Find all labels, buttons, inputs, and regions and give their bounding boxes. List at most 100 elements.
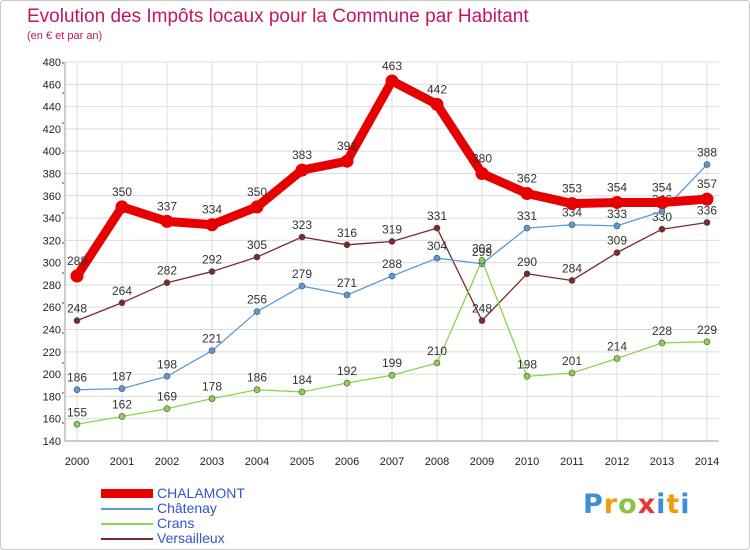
data-point: [478, 317, 486, 324]
legend-label-versailleux: Versailleux: [157, 530, 225, 546]
data-label: 248: [67, 302, 87, 316]
y-tick-label: 240: [43, 325, 61, 337]
data-point: [565, 197, 579, 211]
data-point: [433, 359, 441, 367]
data-label: 198: [517, 357, 537, 371]
x-tick-label: 2004: [245, 456, 269, 468]
data-point: [73, 317, 81, 324]
data-label: 357: [697, 177, 717, 191]
logo-letter: t: [666, 489, 681, 520]
legend-label-crans: Crans: [157, 515, 195, 531]
proxiti-logo: Proxiti: [583, 489, 691, 520]
legend-item-versailleux: Versailleux: [101, 530, 401, 546]
data-point: [253, 386, 261, 394]
data-point: [205, 218, 219, 232]
data-label: 305: [247, 238, 267, 252]
data-label: 463: [382, 59, 402, 73]
x-tick-label: 2012: [605, 456, 629, 468]
data-point: [700, 192, 714, 206]
data-point: [430, 97, 444, 111]
data-point: [73, 386, 81, 394]
data-label: 228: [652, 324, 672, 338]
data-label: 304: [427, 239, 447, 253]
data-label: 279: [292, 267, 312, 281]
data-label: 210: [427, 344, 447, 358]
y-tick-label: 360: [43, 191, 61, 203]
data-point: [433, 224, 441, 232]
data-point: [118, 299, 126, 307]
logo-letter: P: [583, 489, 604, 520]
data-point: [118, 413, 126, 420]
legend-swatch-chalamont: [101, 489, 153, 498]
y-tick-label: 320: [43, 235, 61, 247]
data-point: [613, 355, 621, 362]
data-label: 362: [517, 172, 537, 186]
data-point: [478, 257, 486, 264]
y-tick-label: 160: [43, 414, 61, 426]
data-label: 178: [202, 380, 222, 394]
logo-letter: o: [618, 489, 638, 520]
data-point: [253, 253, 261, 261]
data-point: [703, 219, 711, 226]
data-point: [388, 272, 396, 280]
data-point: [388, 371, 396, 379]
x-tick-label: 2002: [155, 456, 179, 468]
data-label: 187: [112, 370, 132, 384]
data-point: [250, 200, 264, 214]
data-label: 319: [382, 222, 402, 236]
data-point: [568, 221, 576, 229]
data-label: 331: [427, 209, 447, 223]
data-label: 284: [562, 261, 582, 275]
y-tick-label: 480: [43, 57, 61, 69]
logo-letter: x: [637, 489, 657, 520]
data-point: [115, 200, 129, 214]
data-point: [208, 347, 216, 355]
data-point: [163, 373, 171, 380]
y-tick-label: 380: [43, 168, 61, 180]
data-point: [298, 233, 306, 241]
data-label: 330: [652, 210, 672, 224]
data-point: [343, 291, 351, 299]
y-tick-label: 220: [43, 347, 61, 359]
data-label: 201: [562, 354, 582, 368]
data-label: 192: [337, 364, 357, 378]
y-tick-label: 340: [43, 213, 61, 225]
data-label: 336: [697, 204, 717, 218]
x-tick-label: 2005: [290, 456, 314, 468]
data-label: 380: [472, 151, 492, 165]
data-point: [613, 222, 621, 230]
data-label: 391: [337, 139, 357, 153]
x-tick-label: 2010: [515, 456, 539, 468]
data-label: 214: [607, 340, 627, 354]
data-point: [523, 373, 531, 380]
data-label: 316: [337, 226, 357, 240]
data-point: [340, 154, 354, 168]
x-tick-label: 2008: [425, 456, 449, 468]
y-tick-label: 420: [43, 124, 61, 136]
y-tick-label: 440: [43, 102, 61, 114]
data-label: 186: [67, 371, 87, 385]
x-tick-label: 2014: [695, 456, 719, 468]
data-label: 282: [157, 264, 177, 278]
data-label: 162: [112, 397, 132, 411]
data-label: 271: [337, 276, 357, 290]
x-tick-label: 2007: [380, 456, 404, 468]
data-label: 288: [382, 257, 402, 271]
data-point: [163, 279, 171, 287]
data-point: [568, 369, 576, 377]
data-label: 383: [292, 148, 312, 162]
data-point: [118, 385, 126, 392]
legend-swatch-versailleux: [101, 538, 153, 540]
x-tick-label: 2009: [470, 456, 494, 468]
data-point: [475, 166, 489, 180]
data-point: [73, 420, 81, 428]
data-point: [163, 405, 171, 412]
data-point: [520, 187, 534, 201]
data-label: 334: [562, 206, 582, 220]
data-point: [703, 338, 711, 346]
data-label: 309: [607, 234, 627, 248]
data-label: 442: [427, 82, 447, 96]
data-label: 184: [292, 373, 312, 387]
chart-subtitle: (en € et par an): [27, 30, 103, 42]
data-label: 299: [472, 245, 492, 259]
